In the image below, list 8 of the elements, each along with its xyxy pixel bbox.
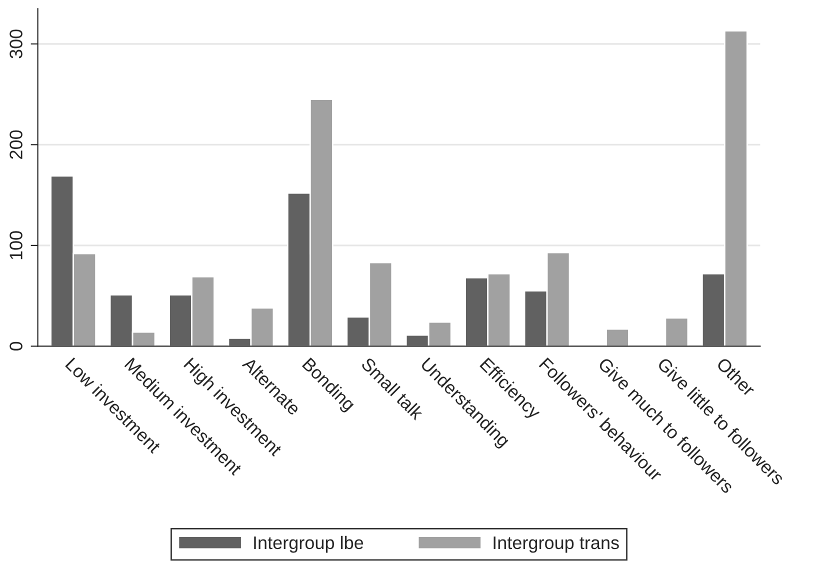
y-tick-label: 100 xyxy=(10,231,22,260)
y-tick-label: 0 xyxy=(10,342,22,351)
bar xyxy=(664,317,689,346)
legend-label: Intergroup lbe xyxy=(254,536,364,553)
y-tick-label: 200 xyxy=(10,130,22,159)
bar xyxy=(606,328,630,346)
y-tick-label: 300 xyxy=(10,30,22,58)
legend-label: Intergroup trans xyxy=(494,536,619,553)
